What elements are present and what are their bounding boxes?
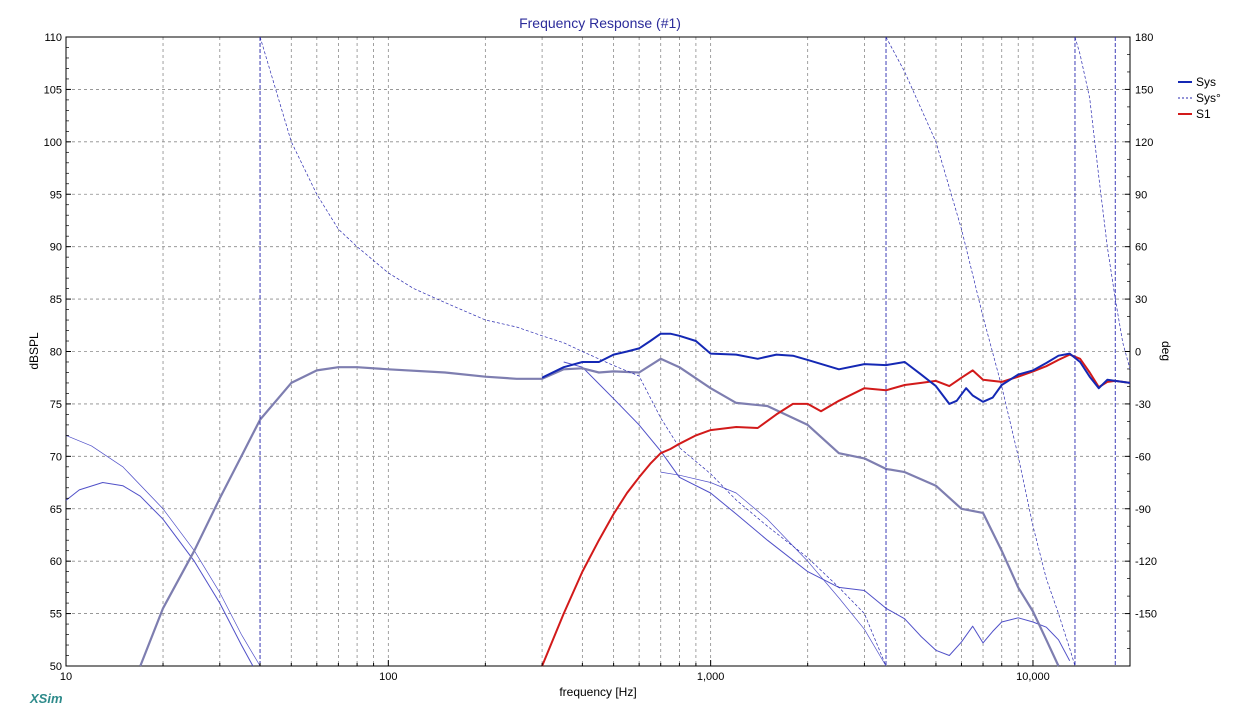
y-tick-label: 85 — [50, 294, 62, 306]
y2-tick-label: -60 — [1135, 451, 1151, 463]
y2-tick-label: 90 — [1135, 189, 1147, 201]
y-tick-label: 90 — [50, 242, 62, 254]
sys-phase-line — [1074, 36, 1131, 370]
y-tick-label: 105 — [44, 84, 62, 96]
y-tick-label: 70 — [50, 451, 62, 463]
y-tick-label: 80 — [50, 347, 62, 359]
chart-title: Frequency Response (#1) — [519, 15, 681, 31]
aux-response-line — [65, 435, 261, 667]
sys-phase-line — [259, 36, 887, 667]
y2-tick-label: -90 — [1135, 504, 1151, 516]
xsim-logo: XSim — [29, 691, 63, 706]
y2-tick-label: 60 — [1135, 242, 1147, 254]
axis-ticks: 1101051009590858075706560555018015012090… — [44, 32, 1157, 683]
y2-tick-label: -150 — [1135, 609, 1157, 621]
x-axis-label: frequency [Hz] — [559, 685, 636, 699]
sys-phase-line — [885, 36, 1076, 667]
woofer-response-line — [139, 357, 1060, 667]
y-tick-label: 75 — [50, 399, 62, 411]
chart-legend: Sys Sys° S1 — [1178, 75, 1221, 121]
aux-response-line — [65, 482, 254, 667]
y2-tick-label: 0 — [1135, 347, 1141, 359]
y-tick-label: 110 — [44, 32, 62, 44]
y-tick-label: 95 — [50, 189, 62, 201]
legend-label: Sys — [1196, 75, 1216, 89]
y2-axis-label: deg — [1159, 341, 1173, 361]
y-tick-label: 65 — [50, 504, 62, 516]
y2-tick-label: -30 — [1135, 399, 1151, 411]
y-axis-label: dBSPL — [27, 332, 41, 370]
y2-tick-label: 30 — [1135, 294, 1147, 306]
y-tick-label: 55 — [50, 609, 62, 621]
plot-frame — [65, 36, 1131, 667]
s1-line — [541, 353, 1131, 667]
legend-label: S1 — [1196, 107, 1211, 121]
legend-label: Sys° — [1196, 91, 1221, 105]
x-tick-label: 100 — [379, 671, 397, 683]
plot-grid — [65, 36, 1131, 667]
aux-response-line — [660, 471, 887, 667]
y2-tick-label: -120 — [1135, 556, 1157, 568]
y-tick-label: 100 — [44, 137, 62, 149]
y-tick-label: 50 — [50, 661, 62, 673]
sys-line — [541, 332, 1131, 405]
x-tick-label: 10 — [60, 671, 72, 683]
x-tick-label: 10,000 — [1016, 671, 1050, 683]
y-tick-label: 60 — [50, 556, 62, 568]
y2-tick-label: 120 — [1135, 137, 1153, 149]
aux-response-line — [563, 361, 1071, 662]
series-layer — [65, 36, 1131, 667]
y2-tick-label: 180 — [1135, 32, 1153, 44]
y2-tick-label: 150 — [1135, 84, 1153, 96]
x-tick-label: 1,000 — [697, 671, 725, 683]
